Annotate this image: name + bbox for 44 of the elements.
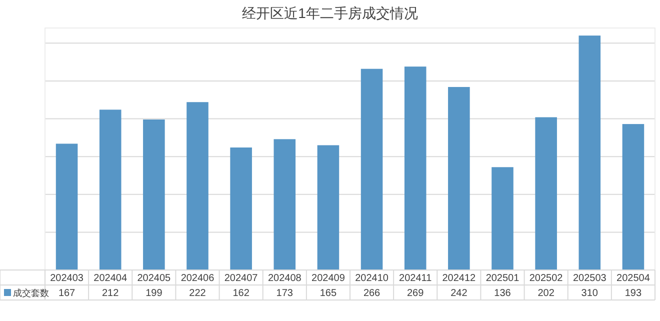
bar (492, 167, 514, 270)
bar (535, 117, 557, 270)
x-tick-label: 202411 (399, 273, 432, 284)
data-label: 167 (58, 288, 76, 299)
x-tick-label: 202502 (529, 273, 564, 284)
data-label: 136 (494, 288, 512, 299)
x-tick-label: 202504 (616, 273, 650, 284)
bar (360, 68, 383, 270)
data-label: 199 (146, 288, 163, 299)
bar (56, 144, 78, 270)
data-label: 266 (363, 288, 381, 299)
data-label: 162 (232, 288, 250, 299)
x-tick-label: 202409 (312, 273, 346, 284)
bar (99, 110, 122, 270)
x-tick-label: 202405 (137, 273, 172, 284)
x-tick-label: 202403 (50, 273, 84, 284)
x-tick-label: 202503 (572, 273, 607, 284)
data-label: 202 (538, 288, 555, 299)
data-label: 173 (276, 288, 294, 299)
data-label: 242 (450, 288, 468, 299)
x-tick-label: 202404 (94, 273, 128, 284)
bar (186, 102, 208, 270)
bar (404, 66, 426, 270)
x-tick-label: 202412 (442, 273, 476, 284)
x-tick-label: 202408 (268, 273, 302, 284)
data-label: 212 (102, 288, 120, 299)
x-tick-label: 202407 (224, 273, 258, 284)
bar (230, 147, 252, 270)
x-tick-label: 202410 (355, 273, 389, 284)
bar (274, 139, 296, 270)
data-label: 269 (407, 288, 424, 299)
bar (578, 36, 601, 270)
bar (317, 145, 340, 270)
data-label: 165 (320, 288, 337, 299)
legend-label: 成交套数 (13, 288, 49, 298)
x-tick-label: 202501 (486, 273, 520, 284)
bar (143, 120, 165, 270)
data-label: 222 (189, 288, 206, 299)
bar (622, 124, 644, 270)
bar (448, 86, 470, 270)
chart-title: 经开区近1年二手房成交情况 (242, 5, 418, 21)
data-label: 193 (624, 288, 642, 299)
x-tick-label: 202406 (180, 273, 215, 284)
data-label: 310 (581, 288, 598, 299)
